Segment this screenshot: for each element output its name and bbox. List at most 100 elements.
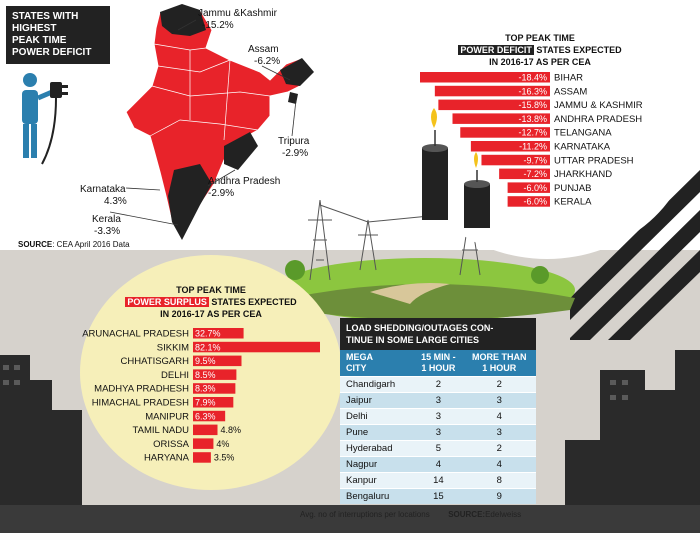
deficit-value-label: -18.4% [518,73,547,83]
surplus-value-label: 9.5% [195,356,216,366]
map-label-kerala: Kerala -3.3% [92,214,121,238]
surplus-category-label: HARYANA [144,453,190,464]
surplus-bar [193,410,226,422]
surplus-value-label: 3.5% [214,453,235,463]
table-note-text: Avg. no of interruptions per locations [300,510,430,519]
map-label-state: Karnataka [80,184,126,195]
deficit-bar [434,85,550,97]
deficit-title-line1: TOP PEAK TIME [505,33,575,43]
map-title-line: HIGHEST [12,23,57,34]
table-source-label: SOURCE: [448,510,486,519]
deficit-category-label: KERALA [554,197,592,208]
table-row: Hyderabad 5 2 [340,440,536,457]
deficit-title-rest: STATES EXPECTED [533,45,622,55]
table-row: Chandigarh 2 2 [340,376,536,393]
surplus-value-label: 7.9% [195,398,216,408]
map-label-value: -15.2% [202,20,234,31]
cell-more-hour: 3 [462,424,536,441]
deficit-bar [452,113,550,124]
cell-more-hour: 8 [462,472,536,489]
cell-15min: 5 [414,440,463,457]
map-label-jammu-kashmir: Jammu &Kashmir -15.2% [198,8,277,32]
deficit-category-label: ANDHRA PRADESH [554,114,642,125]
cell-15min: 3 [414,392,463,409]
cell-more-hour: 4 [462,408,536,425]
cell-city: Pune [340,424,415,441]
header-more-than-1hour: MORE THAN 1 HOUR [462,350,536,377]
cell-city: Delhi [340,408,415,425]
surplus-category-label: ARUNACHAL PRADESH [82,329,189,340]
surplus-value-label: 4% [216,439,229,449]
deficit-value-label: -16.3% [518,86,547,96]
cell-city: Kanpur [340,472,415,489]
deficit-category-label: BIHAR [554,73,583,84]
skyline-illustration [0,350,700,533]
surplus-category-label: HIMACHAL PRADESH [92,398,189,409]
map-label-karnataka: Karnataka 4.3% [80,184,127,208]
table-row: Pune 3 3 [340,424,536,441]
surplus-bar [193,452,211,463]
surplus-category-label: SIKKIM [157,342,189,353]
surplus-bar [193,397,234,408]
surplus-category-label: MANIPUR [145,411,189,422]
map-title-line: STATES WITH [12,11,79,22]
cell-city: Nagpur [340,456,415,473]
deficit-title-line3: IN 2016-17 AS PER CEA [489,57,591,67]
table-row: Bengaluru 15 9 [340,488,536,504]
surplus-chart-title: TOP PEAK TIME POWER SURPLUS STATES EXPEC… [96,284,326,320]
deficit-value-label: -6.0% [523,197,547,207]
cell-15min: 15 [414,488,463,504]
map-title-box: STATES WITH HIGHEST PEAK TIME POWER DEFI… [6,6,110,64]
header-mega-city: MEGA CITY [340,350,415,377]
deficit-bar [507,182,550,193]
deficit-value-label: -7.2% [523,169,547,179]
deficit-category-label: UTTAR PRADESH [554,155,634,166]
map-label-value: -2.9% [282,148,309,159]
candles-illustration [422,108,490,228]
map-leader-lines [109,19,297,226]
deficit-bar-chart: -18.4% BIHAR -16.3% ASSAM -15.8% JAMMU & KASH… [420,72,643,208]
cell-15min: 4 [414,456,463,473]
surplus-value-label: 6.3% [195,411,216,421]
map-label-value: 4.3% [104,196,127,207]
deficit-value-label: -15.8% [518,100,547,110]
surplus-category-label: DELHI [161,370,189,381]
deficit-chart-title: TOP PEAK TIME POWER DEFICIT STATES EXPEC… [420,32,660,68]
table-row: Delhi 3 4 [340,408,536,425]
cell-city: Bengaluru [340,488,415,504]
map-label-tripura: Tripura -2.9% [278,136,309,160]
surplus-bar [193,369,237,380]
table-row: Kanpur 14 8 [340,472,536,489]
cell-more-hour: 9 [462,488,536,504]
cell-more-hour: 4 [462,456,536,473]
surplus-bar [193,383,236,394]
surplus-value-label: 8.3% [195,384,216,394]
surplus-value-label: 8.5% [195,370,216,380]
outage-table: MEGA CITY 15 MIN -1 HOUR MORE THAN 1 HOUR … [340,350,536,504]
surplus-value-label: 82.1% [195,342,221,352]
india-map [125,3,315,242]
surplus-bar [193,341,320,353]
header-15min-1hour: 15 MIN -1 HOUR [414,350,463,377]
map-label-assam: Assam -6.2% [248,44,280,68]
surplus-value-label: 32.7% [195,329,221,339]
map-label-andhra-pradesh: Andhra Pradesh -2.9% [208,176,280,200]
deficit-category-label: KARNATAKA [554,142,611,153]
deficit-bar [470,141,550,152]
load-shedding-table: LOAD SHEDDING/OUTAGES CON- TINUE IN SOME… [340,318,536,504]
map-label-state: Andhra Pradesh [208,176,281,187]
surplus-category-label: ORISSA [153,439,190,450]
map-label-value: -2.9% [208,188,235,199]
cell-city: Hyderabad [340,440,415,457]
surplus-bar [193,355,242,367]
deficit-bar [481,154,550,166]
cell-15min: 14 [414,472,463,489]
map-label-state: Assam [248,44,279,55]
table-row: Nagpur 4 4 [340,456,536,473]
deficit-value-label: -9.7% [523,155,547,165]
table-title: LOAD SHEDDING/OUTAGES CON- TINUE IN SOME… [340,318,536,350]
map-label-value: -3.3% [94,226,121,237]
surplus-title-rest: STATES EXPECTED [208,297,297,307]
cell-more-hour: 2 [462,440,536,457]
map-label-state: Kerala [92,214,121,225]
